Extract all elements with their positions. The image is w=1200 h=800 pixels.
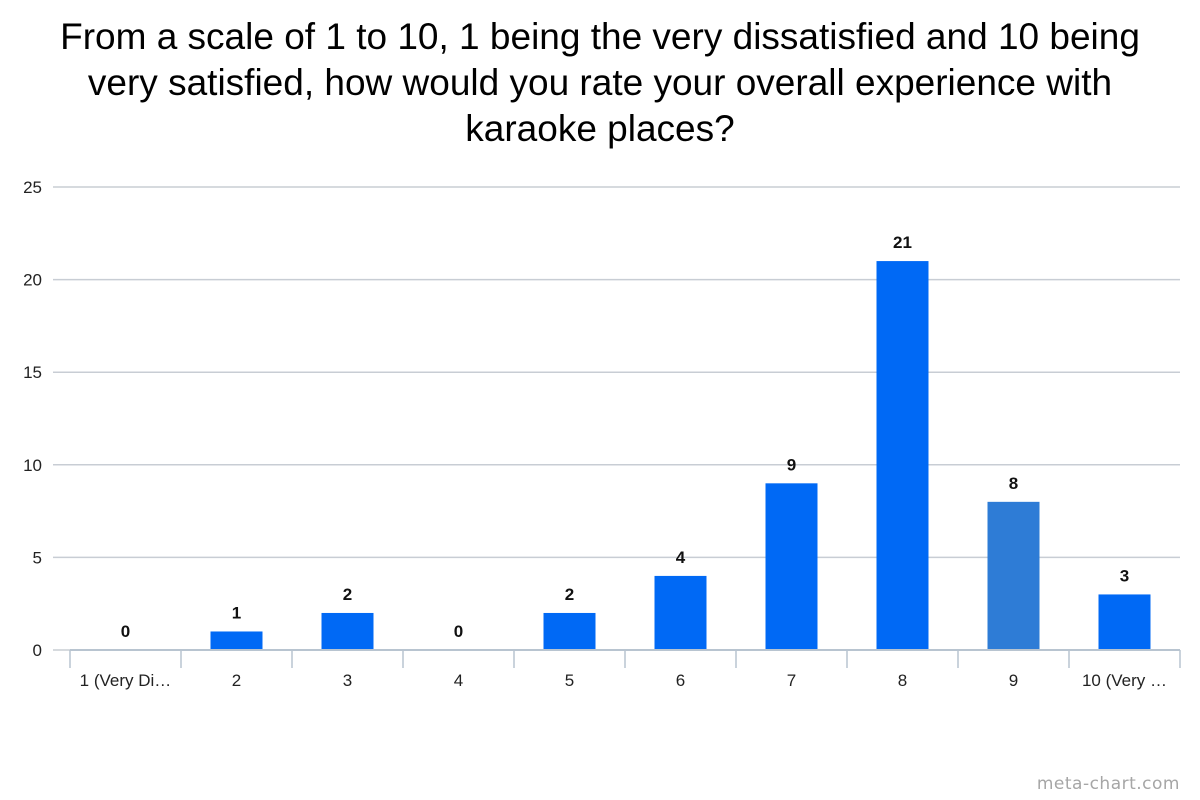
data-label: 2 [565, 585, 574, 604]
y-tick-label: 5 [33, 548, 42, 567]
y-tick-label: 25 [23, 178, 42, 197]
x-tick-label: 5 [565, 671, 574, 690]
data-label: 8 [1009, 474, 1018, 493]
data-label: 4 [676, 548, 686, 567]
data-label: 3 [1120, 566, 1129, 585]
x-axis: 1 (Very Di… 2 3 4 5 6 7 8 9 10 (Very … [69, 649, 1181, 690]
x-tick-label: 3 [343, 671, 352, 690]
bar [210, 631, 263, 650]
watermark: meta-chart.com [1036, 774, 1180, 794]
bars [210, 261, 1151, 650]
y-tick-label: 20 [23, 271, 42, 290]
data-label: 2 [343, 585, 352, 604]
bar [543, 612, 596, 650]
bar [1098, 594, 1151, 650]
data-label: 0 [454, 622, 463, 641]
x-tick-label: 4 [454, 671, 463, 690]
data-label: 1 [232, 603, 241, 622]
bar [654, 575, 707, 650]
data-labels: 0 1 2 0 2 4 9 21 8 3 [121, 233, 1129, 641]
x-tick-label: 9 [1009, 671, 1018, 690]
chart-title: From a scale of 1 to 10, 1 being the ver… [60, 16, 1140, 149]
y-tick-label: 10 [23, 456, 42, 475]
y-tick-label: 0 [33, 641, 42, 660]
data-label: 0 [121, 622, 130, 641]
x-tick-label: 1 (Very Di… [80, 671, 172, 690]
data-label: 21 [893, 233, 912, 252]
x-tick-label: 6 [676, 671, 685, 690]
bar [321, 612, 374, 650]
data-label: 9 [787, 455, 796, 474]
y-axis-ticks: 0 5 10 15 20 25 [23, 178, 70, 660]
bar [876, 261, 929, 650]
bar [765, 483, 818, 650]
x-tick-label: 7 [787, 671, 796, 690]
bar [987, 501, 1040, 650]
x-tick-label: 2 [232, 671, 241, 690]
y-tick-label: 15 [23, 363, 42, 382]
x-tick-label: 8 [898, 671, 907, 690]
x-tick-label: 10 (Very … [1082, 671, 1167, 690]
